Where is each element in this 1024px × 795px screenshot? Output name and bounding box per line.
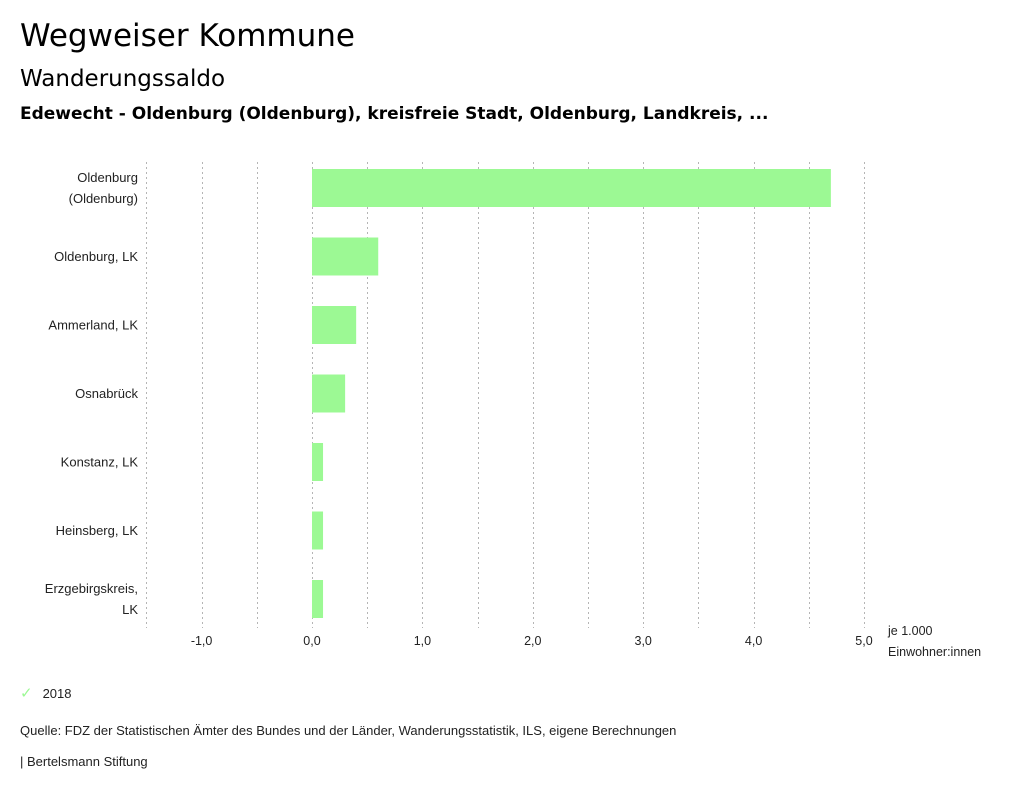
x-tick-label: -1,0 bbox=[191, 634, 213, 648]
x-axis-label: je 1.000 Einwohner:innen bbox=[887, 624, 981, 659]
bar-1[interactable] bbox=[312, 237, 379, 276]
x-axis-unit-label: je 1.000 bbox=[887, 624, 933, 638]
bar-5[interactable] bbox=[312, 511, 324, 550]
category-label: Erzgebirgskreis, bbox=[45, 581, 138, 596]
legend-label-2018: 2018 bbox=[42, 685, 72, 701]
chart-subtitle: Wanderungssaldo bbox=[20, 66, 226, 92]
x-tick-label: 3,0 bbox=[635, 634, 652, 648]
x-tick-labels: -1,0 0,0 1,0 2,0 3,0 4,0 5,0 bbox=[191, 634, 873, 648]
category-label: Osnabrück bbox=[75, 386, 138, 401]
source-note: Quelle: FDZ der Statistischen Ämter des … bbox=[20, 723, 677, 738]
category-label: Oldenburg, LK bbox=[54, 249, 138, 264]
bar-6[interactable] bbox=[312, 580, 324, 618]
region-label: Edewecht - Oldenburg (Oldenburg), kreisf… bbox=[20, 104, 769, 124]
x-tick-label: 1,0 bbox=[414, 634, 431, 648]
page-title: Wegweiser Kommune bbox=[20, 18, 355, 54]
bar-chart: Oldenburg (Oldenburg) Oldenburg, LK Ammerla… bbox=[45, 162, 981, 659]
check-icon[interactable]: ✓ bbox=[20, 685, 33, 702]
category-label: Oldenburg bbox=[77, 170, 138, 185]
x-tick-label: 0,0 bbox=[303, 634, 320, 648]
category-label: (Oldenburg) bbox=[69, 191, 138, 206]
gridlines bbox=[146, 162, 865, 628]
x-tick-label: 2,0 bbox=[524, 634, 541, 648]
x-tick-label: 4,0 bbox=[745, 634, 762, 648]
x-tick-label: 5,0 bbox=[855, 634, 872, 648]
bar-4[interactable] bbox=[312, 443, 324, 481]
category-labels: Oldenburg (Oldenburg) Oldenburg, LK Ammerla… bbox=[45, 170, 139, 617]
credit-note: | Bertelsmann Stiftung bbox=[20, 754, 148, 769]
bar-2[interactable] bbox=[312, 306, 357, 344]
bars bbox=[312, 169, 831, 618]
category-label: Heinsberg, LK bbox=[56, 523, 139, 538]
category-label: LK bbox=[122, 602, 138, 617]
legend[interactable]: ✓ 2018 bbox=[20, 684, 72, 702]
category-label: Ammerland, LK bbox=[48, 318, 138, 333]
x-axis-unit-label: Einwohner:innen bbox=[888, 645, 981, 659]
category-label: Konstanz, LK bbox=[61, 455, 139, 470]
bar-3[interactable] bbox=[312, 374, 346, 413]
bar-0[interactable] bbox=[312, 169, 831, 207]
